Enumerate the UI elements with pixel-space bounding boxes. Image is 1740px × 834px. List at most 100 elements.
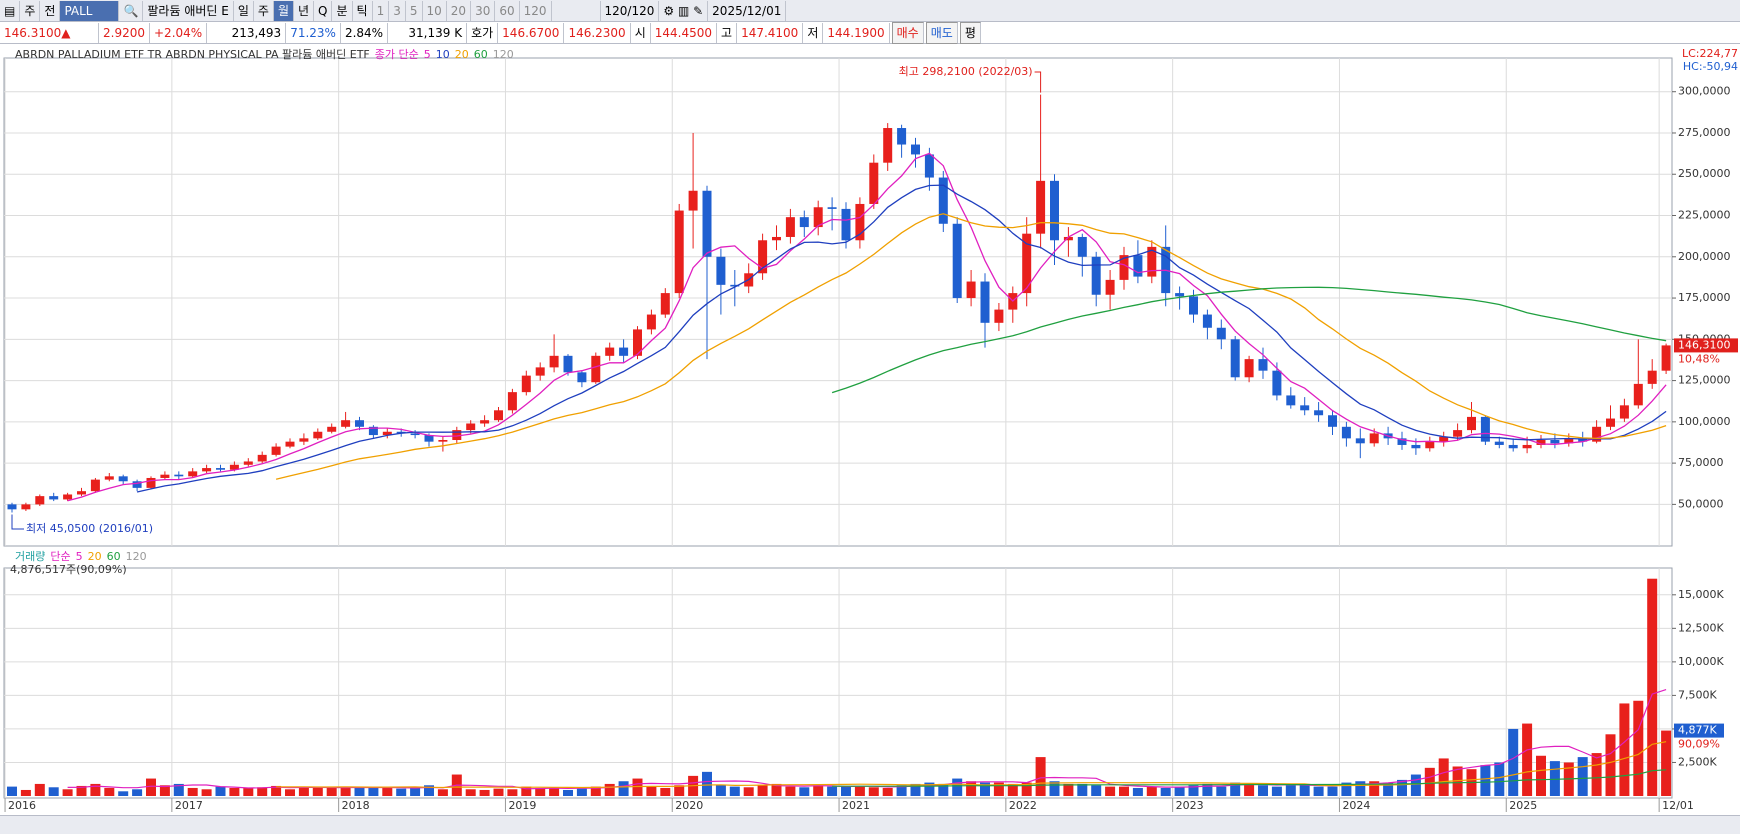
interval[interactable]: 3 [389,0,406,21]
interval[interactable]: 10 [423,0,447,21]
candle-body [1244,359,1254,378]
period[interactable]: Q [314,0,333,21]
candle-body [758,240,768,274]
x-tick-label: 2025 [1509,799,1537,812]
volume-bar [924,782,935,796]
candle-body [1508,444,1518,449]
interval[interactable]: 1 [373,0,390,21]
name-field[interactable]: 팔라듐 애버딘 E [143,0,234,21]
sell-button[interactable]: 매도 [925,21,958,44]
candle-body [1216,327,1226,340]
volume-bar [632,778,643,796]
avg-button[interactable]: 평 [959,21,981,44]
candle-body [313,431,323,439]
volume-bar [229,787,240,796]
label: 고 [717,22,738,43]
candle-body [1522,444,1532,449]
interval[interactable]: 120 [520,0,552,21]
mode-select[interactable]: 전 [40,0,61,21]
volume-bar [118,791,129,796]
period[interactable]: 주 [254,0,274,21]
period[interactable]: 틱 [353,0,373,21]
candle-body [452,430,462,441]
candle-body [174,474,184,477]
menu-btn[interactable]: ▤ [0,0,21,21]
candle-body [368,426,378,436]
interval[interactable]: 30 [471,0,496,21]
moving-average [67,152,1667,502]
candle-body [229,464,239,470]
volume-bar [660,787,671,796]
low-annotation: 최저 45,0500 (2016/01) [26,522,153,535]
candle-body [716,256,726,285]
candle-body [772,236,781,241]
volume-bar [1383,782,1394,796]
volume-bar [757,785,768,796]
y-tick-label: 175,0000 [1678,291,1731,304]
volume-bar [1105,786,1116,796]
candle-body [1592,426,1602,442]
volume-bar [854,785,865,796]
interval[interactable]: 60 [495,0,520,21]
interval[interactable]: 5 [406,0,423,21]
y-tick-label: 15,000K [1678,588,1724,601]
candle-body [1258,359,1268,371]
high-annotation: 최고 298,2100 (2022/03) [899,65,1033,78]
volume-bar [90,783,101,796]
period[interactable]: 분 [332,0,353,21]
y-tick-label: 250,0000 [1678,167,1731,180]
toolbar: ▤ 주 전 PALL 🔍 팔라듐 애버딘 E 일 주 월 년 Q 분 틱 1 3… [0,0,1740,22]
candle-body [605,347,615,356]
volume-bar [590,786,601,796]
volume-bar [1021,782,1032,796]
period[interactable]: 일 [234,0,254,21]
label: 호가 [467,22,499,43]
volume-bar [882,787,893,796]
search[interactable]: 🔍 [119,0,144,21]
volume-bar [938,783,949,796]
last-volume: 4,877K [1678,724,1717,737]
volume-bar [298,786,309,796]
period[interactable]: 년 [294,0,315,21]
candle-body [132,481,142,488]
candle-body [730,284,740,287]
interval[interactable]: 20 [447,0,472,21]
y-tick-label: 75,0000 [1678,456,1724,469]
volume-bar [1369,781,1380,796]
volume-bar [1299,783,1310,796]
legend-item: 종가 단순 [375,48,419,61]
candle-body [1536,440,1546,445]
tools[interactable]: ⚙ ▥ ✎ [659,0,709,21]
candle-body [869,162,879,204]
volume-bar [993,782,1004,796]
legend-item: 10 [436,48,450,61]
label: 시 [631,22,651,43]
candle-body [1661,345,1671,371]
candle-body [827,207,837,209]
candle-body [327,426,337,432]
buy-button[interactable]: 매수 [891,21,924,44]
candle-body [424,435,434,442]
symbol-input[interactable]: PALL [60,0,120,21]
y-tick-label: 125,0000 [1678,374,1731,387]
candle-body [577,372,587,383]
legend-item: 5 [424,48,431,61]
candle-body [549,355,559,368]
moving-average [275,213,1667,480]
candle-body [1147,246,1157,277]
volume-bar [312,787,323,796]
date[interactable]: 2025/12/01 [708,0,787,21]
period[interactable]: 월 [273,0,294,21]
scrollbar[interactable] [0,815,1740,834]
type-select[interactable]: 주 [20,0,41,21]
volume-bar [549,787,560,796]
candle-body [1077,236,1087,257]
volume-bar [1508,728,1519,796]
x-tick-label: 2018 [342,799,370,812]
candle-body [660,293,670,315]
x-tick-label: 2024 [1342,799,1370,812]
volume-bar [465,789,476,796]
candle-body [911,144,920,155]
count[interactable]: 120/120 [601,0,660,21]
candle-body [77,491,86,495]
